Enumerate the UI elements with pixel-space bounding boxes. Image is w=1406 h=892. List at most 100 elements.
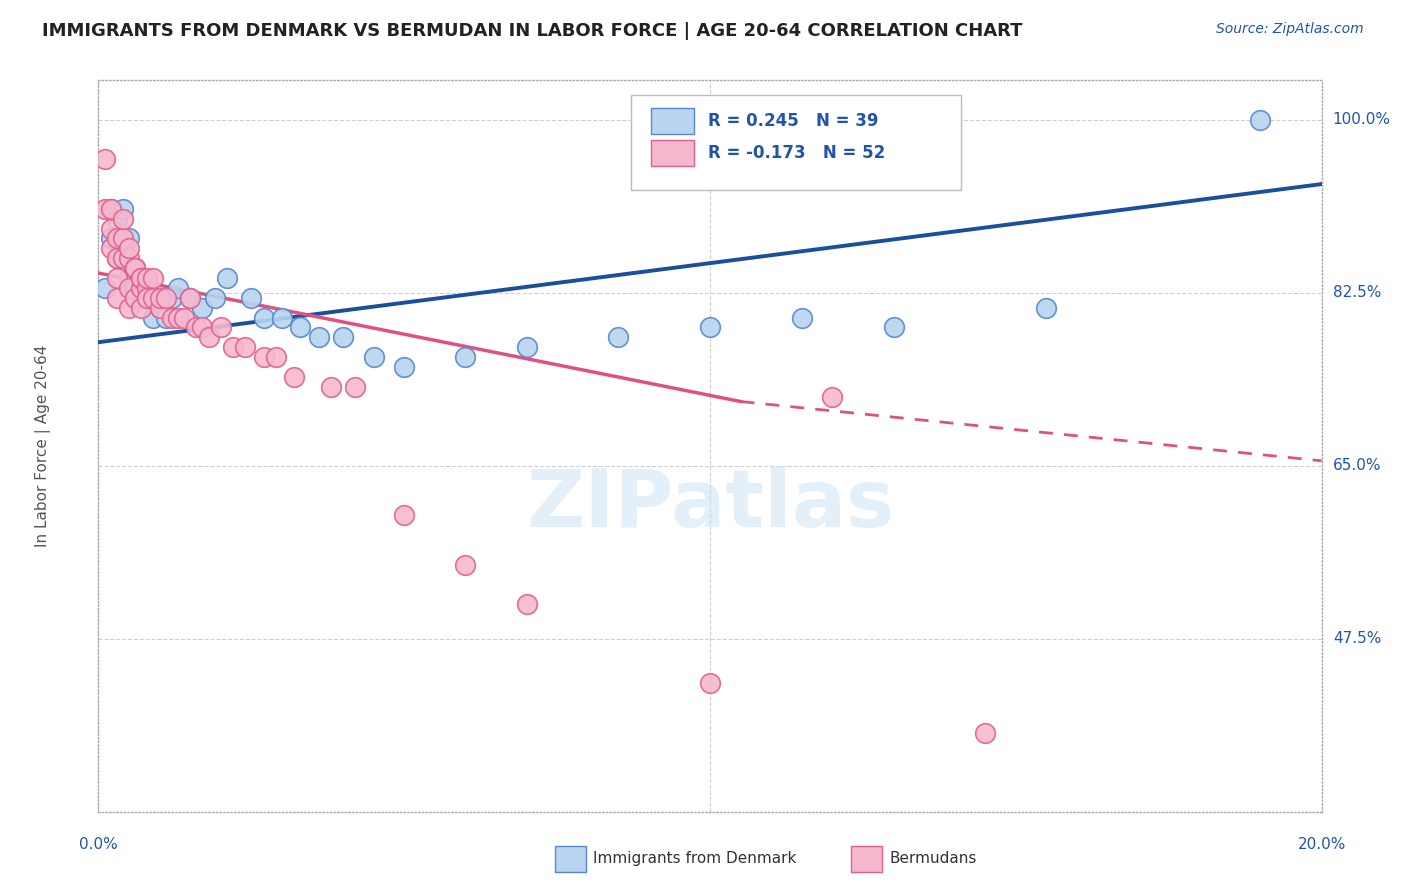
Point <box>100 202 122 216</box>
Point <box>1249 112 1271 127</box>
Point <box>149 301 172 315</box>
Point <box>142 310 165 325</box>
Text: In Labor Force | Age 20-64: In Labor Force | Age 20-64 <box>35 345 52 547</box>
Point <box>186 320 208 334</box>
FancyBboxPatch shape <box>630 95 960 190</box>
Point <box>173 310 195 325</box>
Point <box>699 320 721 334</box>
Point <box>129 301 152 315</box>
Point <box>215 271 238 285</box>
Point <box>167 310 190 325</box>
Point <box>240 291 263 305</box>
Point <box>392 359 416 374</box>
Point <box>363 350 385 364</box>
Point <box>118 231 141 245</box>
Point <box>105 231 128 245</box>
Point <box>105 251 128 265</box>
Point <box>454 350 477 364</box>
Point <box>319 380 342 394</box>
Point <box>129 281 152 295</box>
Point <box>118 241 141 255</box>
Point <box>790 310 813 325</box>
Point <box>111 231 134 245</box>
Point <box>264 350 287 364</box>
FancyBboxPatch shape <box>651 140 695 166</box>
Point <box>105 291 128 305</box>
Text: 20.0%: 20.0% <box>1298 837 1346 852</box>
Point <box>344 380 367 394</box>
Point <box>136 291 159 305</box>
Point <box>129 291 152 305</box>
Point <box>111 202 134 216</box>
Point <box>93 153 115 167</box>
Point <box>454 558 477 572</box>
Point <box>111 241 134 255</box>
Point <box>191 301 214 315</box>
Point <box>149 301 172 315</box>
Text: Immigrants from Denmark: Immigrants from Denmark <box>593 852 797 866</box>
Text: 0.0%: 0.0% <box>79 837 118 852</box>
Point <box>160 310 183 325</box>
FancyBboxPatch shape <box>651 108 695 134</box>
Text: IMMIGRANTS FROM DENMARK VS BERMUDAN IN LABOR FORCE | AGE 20-64 CORRELATION CHART: IMMIGRANTS FROM DENMARK VS BERMUDAN IN L… <box>42 22 1022 40</box>
Point <box>179 291 201 305</box>
Point <box>118 301 141 315</box>
Point <box>124 261 146 276</box>
Text: R = -0.173   N = 52: R = -0.173 N = 52 <box>707 145 884 162</box>
Point <box>332 330 354 344</box>
Point <box>136 271 159 285</box>
Point <box>149 291 172 305</box>
Point <box>118 251 141 265</box>
Point <box>100 231 122 245</box>
Point <box>516 340 538 354</box>
Point <box>883 320 905 334</box>
Point <box>118 271 141 285</box>
Point <box>142 291 165 305</box>
Text: R = 0.245   N = 39: R = 0.245 N = 39 <box>707 112 879 129</box>
Point <box>100 221 122 235</box>
Point <box>124 261 146 276</box>
Point <box>252 350 274 364</box>
Point <box>191 320 214 334</box>
Point <box>124 281 146 295</box>
Point <box>197 330 219 344</box>
Point <box>124 291 146 305</box>
Point <box>699 676 721 690</box>
Point <box>118 281 141 295</box>
Point <box>93 281 115 295</box>
Point <box>209 320 232 334</box>
Point <box>136 281 159 295</box>
Point <box>167 281 190 295</box>
Point <box>252 310 274 325</box>
Text: ZIPatlas: ZIPatlas <box>526 466 894 543</box>
Point <box>392 508 416 523</box>
Point <box>105 211 128 226</box>
Point <box>308 330 330 344</box>
Point <box>222 340 245 354</box>
Text: 100.0%: 100.0% <box>1333 112 1391 128</box>
Point <box>100 241 122 255</box>
Point <box>155 291 177 305</box>
Text: 82.5%: 82.5% <box>1333 285 1381 301</box>
Point <box>283 369 305 384</box>
Text: 65.0%: 65.0% <box>1333 458 1381 474</box>
Point <box>111 211 134 226</box>
Point <box>136 281 159 295</box>
Point <box>129 271 152 285</box>
Point <box>204 291 226 305</box>
Point <box>142 271 165 285</box>
Point <box>270 310 292 325</box>
Point <box>105 271 128 285</box>
Text: Source: ZipAtlas.com: Source: ZipAtlas.com <box>1216 22 1364 37</box>
Point <box>160 291 183 305</box>
Text: 47.5%: 47.5% <box>1333 632 1381 646</box>
Point <box>516 597 538 611</box>
Text: Bermudans: Bermudans <box>890 852 977 866</box>
Point <box>607 330 630 344</box>
Point <box>155 310 177 325</box>
Point <box>93 202 115 216</box>
Point <box>821 390 844 404</box>
Point <box>105 251 128 265</box>
Point <box>233 340 256 354</box>
Point <box>1035 301 1057 315</box>
